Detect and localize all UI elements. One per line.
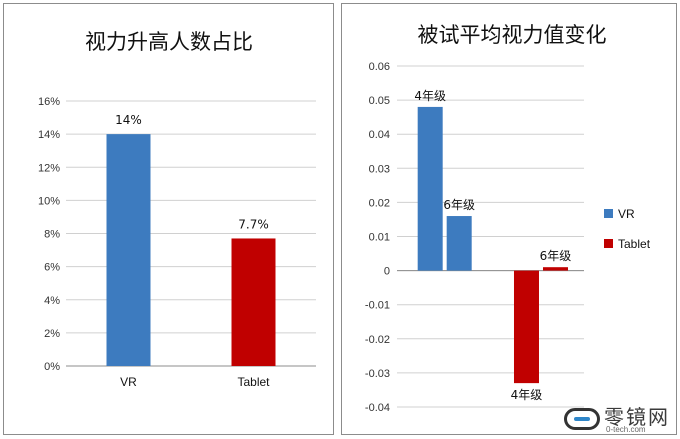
y-tick-label: 0.04: [369, 129, 390, 141]
y-tick-label: -0.03: [365, 368, 390, 380]
data-label: 6年级: [443, 198, 475, 212]
y-tick-label: -0.04: [365, 402, 390, 414]
y-tick-label: 2%: [44, 328, 60, 340]
data-label: 14%: [115, 113, 142, 127]
site-watermark: 零镜网 0-tech.com: [560, 400, 678, 436]
y-tick-label: 10%: [38, 195, 60, 207]
y-tick-label: 0.06: [369, 61, 390, 73]
y-tick-label: 16%: [38, 96, 60, 108]
bar-tablet: [231, 238, 276, 366]
y-tick-label: 0%: [44, 361, 60, 373]
legend-swatch-tablet: [604, 239, 613, 248]
y-tick-label: 14%: [38, 129, 60, 141]
y-tick-label: 0.02: [369, 197, 390, 209]
y-tick-label: -0.01: [365, 300, 390, 312]
data-label: 6年级: [540, 249, 572, 263]
y-tick-label: 6%: [44, 262, 60, 274]
y-tick-label: 8%: [44, 229, 60, 241]
data-label: 4年级: [414, 89, 446, 103]
y-tick-label: -0.02: [365, 334, 390, 346]
legend-label: Tablet: [618, 237, 651, 251]
watermark-text: 零镜网: [604, 405, 670, 429]
category-label: VR: [120, 375, 137, 389]
legend-swatch-vr: [604, 209, 613, 218]
bar-vr: [106, 134, 151, 366]
bar-tablet-grade6: [542, 267, 568, 271]
y-tick-label: 12%: [38, 162, 60, 174]
category-label: Tablet: [237, 375, 270, 389]
y-tick-label: 0: [384, 266, 390, 278]
chart-title: 视力升高人数占比: [85, 30, 253, 54]
y-tick-label: 0.01: [369, 232, 390, 244]
y-tick-label: 0.03: [369, 163, 390, 175]
bar-vr-grade4: [417, 106, 443, 271]
chart-title: 被试平均视力值变化: [418, 23, 607, 47]
watermark-logo-icon: [564, 408, 600, 430]
legend-label: VR: [618, 207, 635, 221]
data-label: 4年级: [511, 388, 543, 402]
data-label: 7.7%: [238, 217, 269, 231]
chart-panel-right: 被试平均视力值变化 0.06 0.05 0.04 0.03 0.02 0.01 0 -0.01 -…: [341, 3, 677, 435]
chart-panel-left: 视力升高人数占比 0% 2% 4% 6% 8% 10% 12% 14% 16% 14% VR 7.7% T…: [3, 3, 334, 435]
y-tick-label: 0.05: [369, 95, 390, 107]
bar-vr-grade6: [446, 216, 472, 271]
watermark-subtext: 0-tech.com: [606, 425, 646, 434]
bar-tablet-grade4: [513, 270, 539, 384]
y-tick-label: 4%: [44, 295, 60, 307]
chart-left: 视力升高人数占比 0% 2% 4% 6% 8% 10% 12% 14% 16% 14% VR 7.7% T…: [38, 30, 316, 389]
chart-right: 被试平均视力值变化 0.06 0.05 0.04 0.03 0.02 0.01 0 -0.01 -…: [365, 23, 651, 414]
